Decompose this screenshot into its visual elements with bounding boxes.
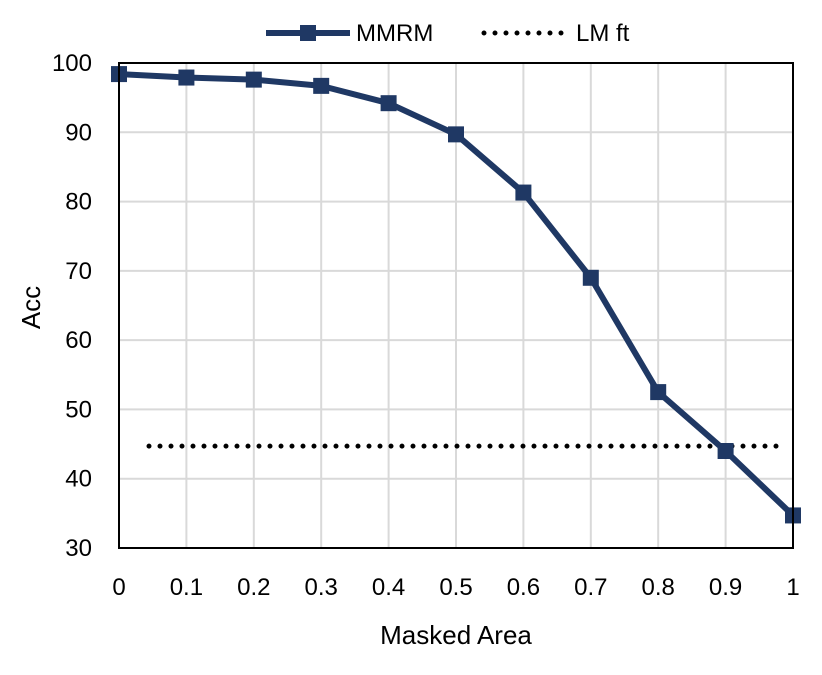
y-tick-label: 90 bbox=[65, 119, 92, 146]
legend-label-mmrm: MMRM bbox=[356, 20, 433, 47]
x-axis-title: Masked Area bbox=[380, 620, 532, 650]
x-axis-tick-labels: 0 0.1 0.2 0.3 0.4 0.5 0.6 0.7 0.8 0.9 1 bbox=[112, 574, 799, 601]
x-tick-label: 0.7 bbox=[574, 574, 607, 601]
x-tick-label: 0.1 bbox=[170, 574, 203, 601]
mmrm-point bbox=[582, 269, 599, 286]
legend-marker-mmrm bbox=[300, 25, 316, 41]
grid-lines bbox=[118, 62, 794, 549]
y-tick-label: 50 bbox=[65, 396, 92, 423]
mmrm-series bbox=[111, 66, 801, 524]
y-tick-label: 60 bbox=[65, 327, 92, 354]
legend-item-lm-ft: LM ft bbox=[481, 20, 630, 47]
mmrm-point bbox=[313, 77, 330, 94]
mmrm-point bbox=[717, 443, 734, 459]
x-tick-label: 0.3 bbox=[305, 574, 338, 601]
y-tick-label: 80 bbox=[65, 189, 92, 216]
y-axis-title: Acc bbox=[16, 286, 46, 329]
y-tick-label: 40 bbox=[65, 466, 92, 493]
mmrm-point bbox=[380, 95, 397, 112]
x-tick-label: 1 bbox=[786, 574, 799, 601]
y-axis-tick-labels: 30 40 50 60 70 80 90 100 bbox=[52, 50, 92, 562]
x-tick-label: 0 bbox=[112, 574, 125, 601]
x-tick-label: 0.4 bbox=[372, 574, 405, 601]
y-tick-label: 70 bbox=[65, 258, 92, 285]
x-tick-label: 0.8 bbox=[642, 574, 675, 601]
mmrm-point bbox=[245, 71, 262, 88]
legend: MMRM LM ft bbox=[266, 20, 630, 47]
mmrm-point bbox=[448, 126, 464, 143]
x-tick-label: 0.6 bbox=[507, 574, 540, 601]
mmrm-point bbox=[515, 184, 532, 201]
x-tick-label: 0.5 bbox=[439, 574, 472, 601]
x-tick-label: 0.2 bbox=[237, 574, 270, 601]
x-tick-label: 0.9 bbox=[709, 574, 742, 601]
legend-item-mmrm: MMRM bbox=[266, 20, 433, 47]
legend-label-lm-ft: LM ft bbox=[576, 20, 630, 47]
y-tick-label: 30 bbox=[65, 535, 92, 562]
mmrm-point bbox=[650, 384, 667, 401]
y-tick-label: 100 bbox=[52, 50, 92, 77]
mmrm-point bbox=[178, 69, 195, 86]
plot-area-border bbox=[118, 62, 794, 549]
